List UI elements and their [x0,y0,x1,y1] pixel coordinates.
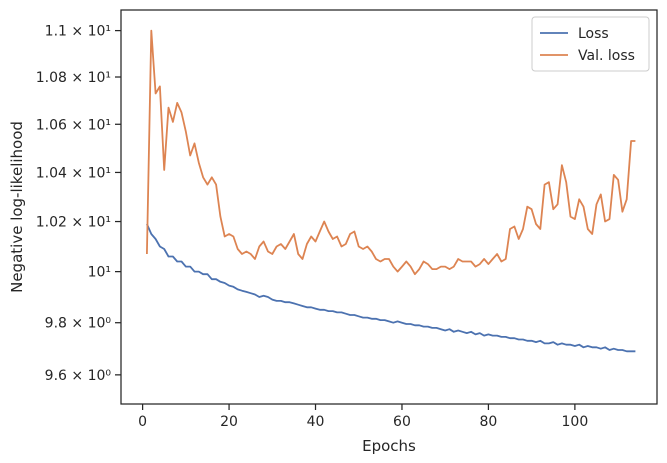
x-axis-label: Epochs [362,437,416,455]
series-line-val-loss [146,29,636,276]
x-tick-label: 0 [138,414,147,430]
x-axis: 0 20 40 60 80 100 [138,404,588,430]
x-tick-label: 100 [562,414,589,430]
x-tick-label: 60 [393,414,411,430]
series-layer [146,29,636,353]
y-tick-label: 1.08 × 10¹ [36,70,111,86]
y-tick-label: 1.04 × 10¹ [36,165,111,181]
y-axis: 9.6 × 10⁰ 9.8 × 10⁰ 10¹ 1.02 × 10¹ 1.04 × 10… [36,24,121,384]
x-tick-label: 20 [220,414,238,430]
y-tick-label: 1.02 × 10¹ [36,215,111,231]
y-tick-label: 9.8 × 10⁰ [45,316,112,332]
y-tick-label: 1.1 × 10¹ [45,24,111,40]
series-line-loss [146,223,636,353]
y-tick-label: 10¹ [88,265,111,281]
legend-box [531,16,650,72]
axes-frame [120,9,658,405]
y-tick-label: 1.06 × 10¹ [36,117,111,133]
y-tick-label: 9.6 × 10⁰ [45,368,112,384]
legend: Loss Val. loss [531,16,650,72]
legend-label-val-loss: Val. loss [578,48,635,64]
x-tick-label: 40 [307,414,325,430]
legend-label-loss: Loss [578,26,609,42]
x-tick-label: 80 [480,414,498,430]
y-axis-label: Negative log-likelihood [8,121,26,293]
